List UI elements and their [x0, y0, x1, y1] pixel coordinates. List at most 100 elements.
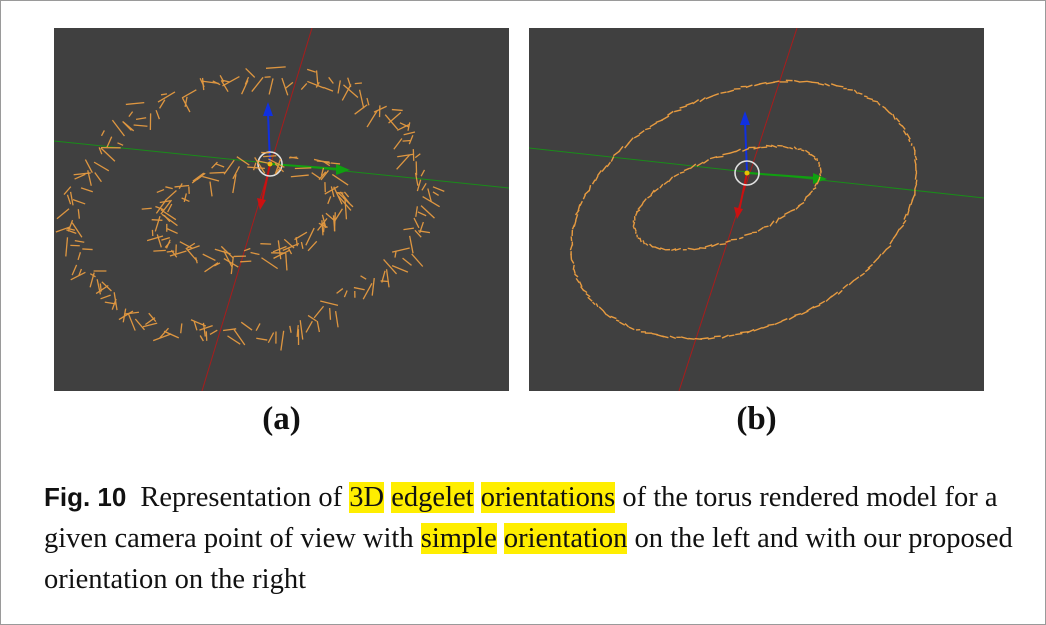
edgelet	[863, 95, 868, 98]
edgelet	[337, 195, 352, 211]
edgelet	[399, 122, 410, 128]
edgelet	[220, 245, 234, 259]
edgelet	[70, 271, 86, 281]
z-axis-arrowhead	[263, 102, 273, 116]
edgelet	[668, 176, 674, 183]
edgelet	[421, 182, 427, 191]
edgelet	[333, 212, 336, 231]
edgelet	[910, 199, 914, 206]
edgelet	[209, 181, 213, 197]
x-axis-arrow	[261, 163, 271, 203]
edgelet	[311, 172, 321, 179]
edgelet	[800, 310, 809, 316]
edgelet	[296, 325, 299, 338]
edgelet	[67, 219, 74, 232]
edgelet	[416, 179, 422, 192]
subfigure-label-a: (a)	[262, 401, 301, 437]
edgelet	[155, 109, 160, 120]
edgelet	[354, 82, 362, 85]
edgelet	[587, 296, 593, 302]
edgelet	[267, 332, 275, 344]
edgelet	[285, 252, 288, 271]
edgelet	[118, 310, 134, 321]
edgelet	[639, 237, 642, 243]
edgelet	[113, 292, 118, 311]
render-panel-simple-orientation	[54, 28, 509, 391]
edgelet	[300, 83, 308, 91]
edgelet	[163, 330, 180, 339]
edgelet	[673, 109, 682, 113]
edgelet	[342, 197, 354, 208]
edgelet	[100, 294, 111, 300]
edgelet	[782, 145, 789, 149]
caption-segment: of the torus rendered model for a given …	[44, 482, 998, 554]
edgelet	[902, 219, 907, 225]
edgelet	[758, 81, 767, 85]
edgelet	[702, 159, 710, 165]
edgelet	[825, 295, 833, 302]
edgelet	[651, 332, 659, 336]
edgelet	[181, 97, 191, 113]
edgelet	[71, 222, 83, 238]
edgelet	[77, 252, 82, 261]
edgelet	[864, 267, 871, 273]
edgelet	[644, 242, 649, 246]
edgelet	[125, 101, 145, 106]
z-axis-arrow	[744, 120, 748, 174]
edgelet	[373, 105, 387, 113]
edgelet	[837, 289, 843, 295]
edgelet	[391, 264, 409, 273]
edgelet	[784, 210, 791, 216]
highlighted-term: 3D	[349, 482, 385, 513]
edgelet	[722, 152, 730, 156]
edgelet	[263, 155, 277, 158]
edgelet	[649, 122, 658, 128]
edgelet	[142, 322, 158, 328]
edgelet	[790, 208, 796, 212]
edgelet	[222, 76, 240, 87]
edgelet	[744, 232, 753, 236]
edgelet	[164, 241, 171, 248]
edgelet	[580, 286, 585, 292]
edgelet	[647, 194, 653, 199]
edgelet	[388, 111, 402, 124]
edgelet	[793, 79, 800, 83]
edgelet	[153, 249, 166, 252]
edgelet	[233, 329, 246, 346]
edgelet	[407, 122, 411, 131]
edgelet	[179, 241, 193, 249]
edgelet	[641, 201, 645, 206]
figure-caption: Fig. 10 Representation of 3D edgelet orie…	[44, 477, 1014, 600]
edgelet	[223, 250, 233, 268]
edgelet	[104, 301, 116, 305]
edgelet	[842, 283, 849, 290]
edgelet	[99, 283, 102, 292]
edgelet	[649, 243, 654, 248]
edgelet	[908, 138, 911, 143]
edgelet	[366, 97, 370, 106]
edgelet	[685, 101, 694, 107]
edgelet	[72, 199, 86, 205]
edgelet	[160, 93, 168, 96]
edgelet	[572, 264, 575, 270]
edgelet	[660, 115, 670, 122]
edgelet	[313, 158, 331, 164]
edgelet	[628, 326, 635, 331]
edgelet	[591, 179, 596, 185]
edgelets-simple	[55, 66, 445, 351]
edgelet	[160, 199, 173, 215]
z-axis-arrowhead	[740, 111, 750, 125]
edgelet	[325, 212, 335, 221]
edgelet	[223, 159, 235, 175]
edgelet	[403, 227, 415, 231]
edgelet	[166, 250, 175, 253]
edgelet	[899, 224, 905, 230]
edgelet	[106, 136, 113, 148]
edgelet	[199, 78, 205, 88]
edgelet	[288, 248, 293, 255]
edgelet	[414, 153, 421, 159]
x-axis-arrowhead	[257, 198, 266, 210]
edgelet	[94, 172, 102, 183]
edgelet	[704, 244, 713, 248]
edgelet	[663, 180, 669, 185]
